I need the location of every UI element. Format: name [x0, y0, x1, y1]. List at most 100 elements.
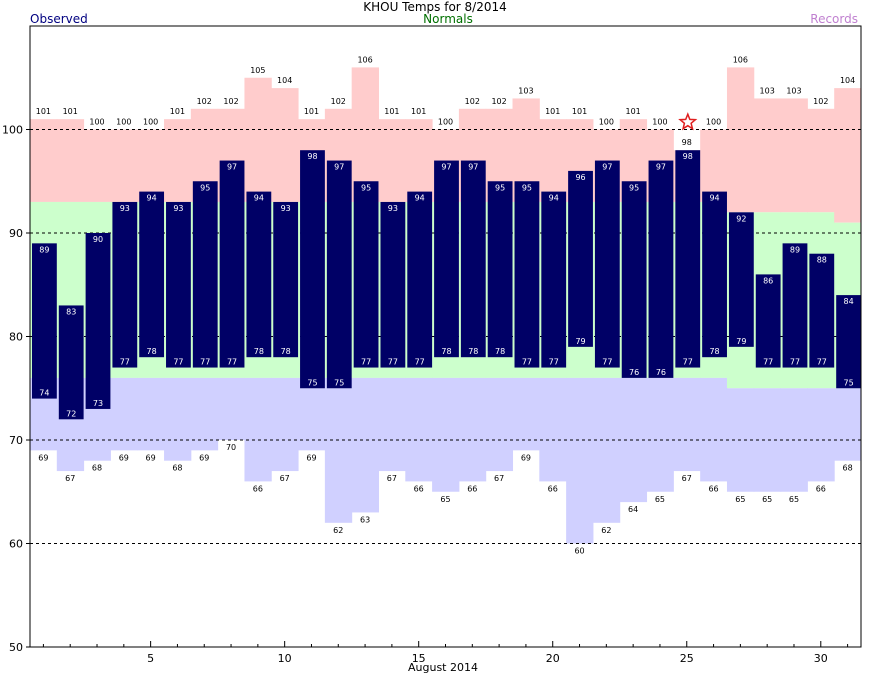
observed-high-label: 95: [629, 183, 639, 192]
observed-bar: [300, 150, 325, 389]
observed-high-label: 89: [39, 245, 49, 254]
observed-low-label: 75: [307, 378, 317, 387]
observed-high-label: 95: [200, 183, 210, 192]
record-high-label: 101: [384, 107, 399, 116]
record-low-label: 70: [226, 443, 236, 452]
observed-high-label: 96: [575, 173, 585, 182]
observed-low-label: 78: [254, 347, 264, 356]
record-low-label: 65: [789, 495, 799, 504]
legend-records: Records: [810, 12, 858, 26]
record-high-label: 102: [331, 97, 346, 106]
record-low-label: 67: [494, 474, 504, 483]
record-high-band: [405, 119, 433, 202]
observed-high-label: 94: [254, 194, 264, 203]
observed-high-label: 97: [227, 163, 237, 172]
observed-low-label: 76: [629, 368, 639, 377]
observed-high-label: 95: [361, 183, 371, 192]
y-tick-label: 80: [9, 331, 23, 344]
y-tick-label: 70: [9, 434, 23, 447]
record-high-label: 106: [733, 55, 748, 64]
y-tick-label: 100: [2, 124, 23, 137]
observed-high-label: 97: [468, 163, 478, 172]
record-low-label: 69: [306, 453, 316, 462]
record-high-band: [378, 119, 406, 202]
record-high-label: 104: [277, 76, 292, 85]
record-high-label: 100: [89, 118, 104, 127]
record-low-band: [700, 377, 728, 482]
record-low-band: [405, 377, 433, 482]
observed-low-label: 77: [522, 358, 532, 367]
record-low-label: 67: [387, 474, 397, 483]
record-low-band: [646, 377, 674, 492]
record-low-label: 62: [601, 526, 611, 535]
record-high-band: [244, 77, 272, 202]
record-low-band: [137, 377, 165, 451]
record-low-label: 69: [521, 453, 531, 462]
legend-normals: Normals: [423, 12, 473, 26]
record-low-label: 69: [38, 453, 48, 462]
observed-high-label: 97: [602, 163, 612, 172]
observed-bar: [112, 201, 138, 368]
observed-low-label: 78: [147, 347, 157, 356]
y-tick-label: 60: [9, 538, 23, 551]
record-low-label: 65: [762, 495, 772, 504]
chart-title: KHOU Temps for 8/2014: [363, 0, 507, 14]
record-low-label: 60: [574, 547, 584, 556]
observed-high-label: 98: [683, 152, 693, 161]
observed-low-label: 77: [415, 358, 425, 367]
observed-low-label: 78: [441, 347, 451, 356]
observed-bar: [353, 181, 379, 368]
record-high-band: [834, 88, 862, 223]
record-low-band: [217, 377, 245, 440]
observed-bar: [246, 191, 272, 358]
record-low-band: [110, 377, 138, 451]
observed-bar: [514, 181, 540, 368]
record-low-label: 67: [65, 474, 75, 483]
record-high-band: [753, 98, 782, 213]
observed-low-label: 77: [227, 358, 237, 367]
record-low-label: 67: [682, 474, 692, 483]
record-low-label: 66: [708, 484, 718, 493]
x-tick-label: 30: [814, 652, 828, 665]
record-high-label: 103: [760, 86, 775, 95]
observed-low-label: 77: [763, 358, 773, 367]
observed-bar: [702, 191, 727, 358]
record-star-icon: [678, 112, 698, 131]
observed-low-label: 79: [575, 337, 585, 346]
record-high-band: [700, 129, 728, 202]
observed-bar: [192, 181, 218, 368]
record-low-band: [592, 377, 621, 523]
record-high-label: 103: [786, 86, 801, 95]
record-high-band: [110, 129, 138, 202]
record-low-band: [271, 377, 299, 472]
record-low-band: [566, 377, 594, 544]
record-low-band: [539, 377, 567, 482]
observed-bar: [541, 191, 567, 368]
observed-bar: [380, 201, 406, 368]
record-low-label: 66: [816, 484, 826, 493]
observed-bar: [434, 160, 459, 358]
record-high-band: [726, 67, 755, 213]
record-low-label: 69: [199, 453, 209, 462]
record-high-band: [164, 119, 192, 202]
record-low-label: 64: [628, 505, 638, 514]
observed-bar: [675, 150, 701, 368]
observed-low-label: 77: [120, 358, 130, 367]
observed-bar: [58, 305, 84, 420]
observed-low-label: 77: [602, 358, 612, 367]
observed-low-label: 77: [361, 358, 371, 367]
record-high-band: [30, 119, 58, 202]
record-low-band: [485, 377, 514, 472]
x-tick-label: 20: [546, 652, 560, 665]
observed-high-label: 90: [93, 235, 103, 244]
record-low-label: 68: [172, 464, 182, 473]
y-tick-label: 90: [9, 227, 23, 240]
record-high-label: 101: [411, 107, 426, 116]
record-low-band: [324, 377, 353, 523]
record-low-label: 65: [655, 495, 665, 504]
observed-high-label: 97: [334, 163, 344, 172]
observed-low-label: 77: [549, 358, 559, 367]
observed-high-label: 89: [790, 245, 800, 254]
observed-low-label: 77: [173, 358, 183, 367]
observed-high-label: 93: [120, 204, 130, 213]
